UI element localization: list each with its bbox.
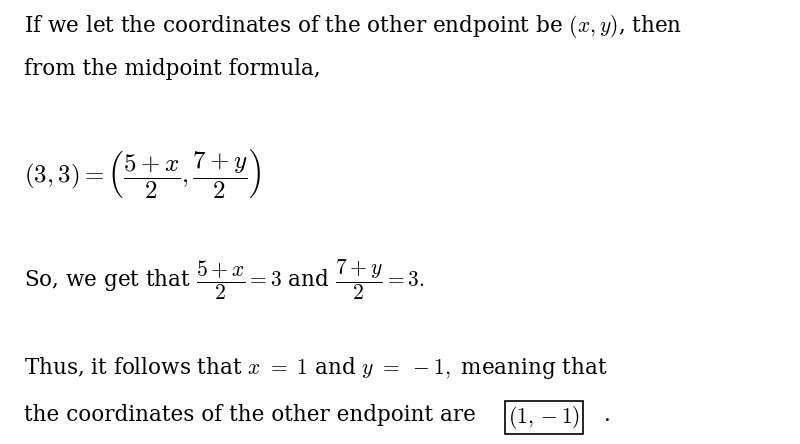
Text: $(1, -1)$: $(1, -1)$ — [508, 404, 580, 431]
Text: So, we get that $\dfrac{5+x}{2} = 3$ and $\dfrac{7+y}{2} = 3.$: So, we get that $\dfrac{5+x}{2} = 3$ and… — [24, 258, 425, 302]
Text: Thus, it follows that $x \ = \ 1$ and $y \ = \ -1,$ meaning that: Thus, it follows that $x \ = \ 1$ and $y… — [24, 355, 607, 381]
Text: from the midpoint formula,: from the midpoint formula, — [24, 58, 321, 80]
Text: the coordinates of the other endpoint are: the coordinates of the other endpoint ar… — [24, 404, 476, 426]
Text: If we let the coordinates of the other endpoint be $(x, y)$, then: If we let the coordinates of the other e… — [24, 13, 682, 40]
Text: $(3, 3) = \left(\dfrac{5+x}{2}, \dfrac{7+y}{2}\right)$: $(3, 3) = \left(\dfrac{5+x}{2}, \dfrac{7… — [24, 147, 262, 199]
Text: .: . — [604, 404, 610, 426]
